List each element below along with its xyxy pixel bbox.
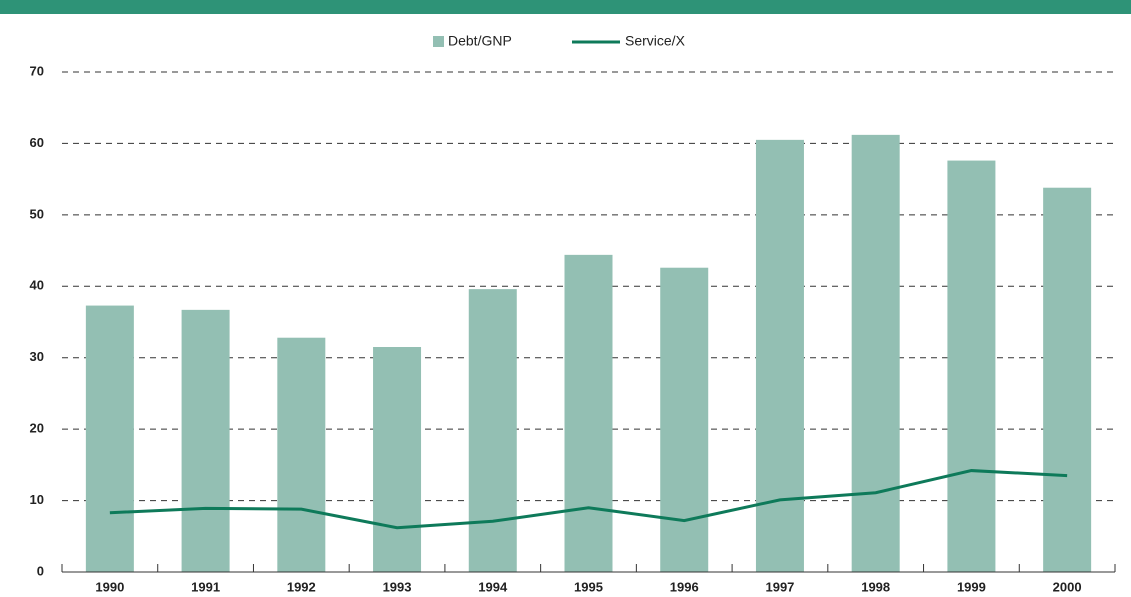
x-tick-label: 1990 [95,579,124,594]
bar [468,289,517,572]
legend-label: Service/X [625,33,686,49]
legend-swatch [433,36,444,47]
bar [660,267,709,572]
bar [947,160,996,573]
y-tick-label: 70 [30,63,44,78]
x-tick-label: 1991 [191,579,220,594]
y-tick-label: 50 [30,206,44,221]
bar [564,254,613,572]
x-tick-label: 1996 [670,579,699,594]
y-tick-label: 60 [30,135,44,150]
bar [755,139,804,572]
x-tick-label: 1993 [383,579,412,594]
legend-label: Debt/GNP [448,33,512,49]
y-tick-label: 30 [30,349,44,364]
y-tick-label: 20 [30,421,44,436]
bar [851,134,900,572]
line [109,469,1068,530]
x-tick-label: 1998 [861,579,890,594]
header-bar [0,0,1131,14]
bar [277,337,326,572]
y-tick-label: 0 [37,563,44,578]
bar [1043,187,1092,572]
bar [373,347,422,572]
bar [181,309,230,572]
bar [85,305,134,572]
x-tick-label: 1999 [957,579,986,594]
x-tick-label: 1995 [574,579,603,594]
y-tick-label: 10 [30,492,44,507]
x-tick-label: 2000 [1053,579,1082,594]
x-tick-label: 1994 [478,579,508,594]
x-tick-label: 1992 [287,579,316,594]
y-tick-label: 40 [30,278,44,293]
x-tick-label: 1997 [765,579,794,594]
